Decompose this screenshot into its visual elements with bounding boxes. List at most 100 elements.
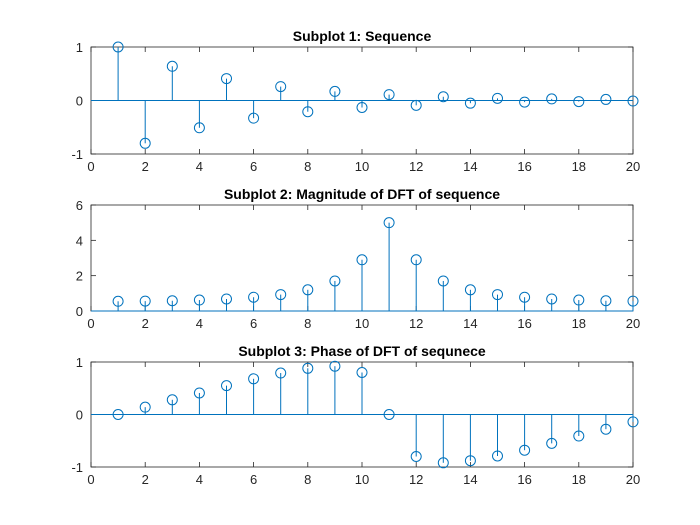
stem-marker [275,81,287,93]
stem-marker [166,60,178,72]
subplot-1: Subplot 1: Sequence 0 2 4 6 8 10 12 14 16 18 20-10… [71,28,640,174]
x-tick-label: 12 [409,472,423,487]
y-tick-label: -1 [71,460,83,475]
stem-marker [519,96,531,108]
y-tick-label: 0 [76,94,83,109]
stem-marker [275,367,287,379]
x-tick-label: 14 [463,472,477,487]
x-tick-label: 0 [87,316,94,331]
stem-marker [329,275,341,287]
stem-marker [573,96,585,108]
x-tick-label: 20 [626,159,640,174]
y-tick-label: 1 [76,355,83,370]
stem-marker [356,367,368,378]
stem-marker [139,137,151,149]
subplot-2: Subplot 2: Magnitude of DFT of sequence … [76,186,640,331]
subplot-3: Subplot 3: Phase of DFT of sequnece 0 2 4 6… [71,343,640,487]
stem-marker [302,362,314,374]
stem-marker [302,284,314,296]
stem-marker [112,295,124,307]
stem-marker [248,291,260,303]
stem-marker [248,373,260,385]
y-tick-label: 2 [76,269,83,284]
stem-marker [221,73,232,85]
stem-marker [519,444,531,456]
stem-marker [329,85,341,97]
stem-marker [573,294,585,306]
stem-marker [356,254,368,266]
x-tick-label: 18 [572,159,586,174]
x-tick-label: 18 [572,472,586,487]
x-tick-label: 20 [626,316,640,331]
stem-marker [492,289,503,301]
x-tick-label: 20 [626,472,640,487]
stem-marker [383,217,395,229]
stem-marker [464,97,476,109]
stem-marker [627,95,639,107]
x-tick-label: 16 [517,316,531,331]
x-tick-label: 0 [87,159,94,174]
stem-marker [627,295,639,307]
stem-marker [437,457,449,469]
stem-marker [627,416,639,428]
stem-marker [600,93,612,105]
stem-marker [492,450,503,462]
x-tick-label: 6 [250,159,257,174]
stem-marker [193,122,205,134]
stem-marker [112,41,124,53]
stem-marker [410,99,422,111]
stem-marker [492,92,503,104]
stem-marker [302,106,314,118]
stem-marker [139,401,151,413]
stem-marker [356,101,368,113]
subplot-2-title: Subplot 2: Magnitude of DFT of sequence [224,186,500,202]
stem-marker [437,275,449,287]
x-tick-label: 8 [304,159,311,174]
stem-marker [112,409,124,420]
stem-marker [546,293,558,305]
x-tick-label: 12 [409,316,423,331]
y-tick-label: 4 [76,233,83,248]
stem-marker [410,254,422,266]
x-tick-label: 4 [196,472,203,487]
stem-marker [139,295,151,307]
y-tick-label: 1 [76,40,83,55]
x-tick-label: 4 [196,316,203,331]
stem-marker [546,93,558,105]
stem-marker [464,284,476,296]
stem-marker [546,437,558,449]
stem-marker [410,451,422,462]
subplot-1-title: Subplot 1: Sequence [293,28,432,44]
stem-marker [193,294,205,306]
x-tick-label: 12 [409,159,423,174]
y-tick-label: 0 [76,408,83,423]
x-tick-label: 16 [517,159,531,174]
x-tick-label: 14 [463,159,477,174]
stem-marker [166,295,178,307]
stem-marker [519,291,531,303]
stem-marker [600,295,612,307]
stem-marker [383,409,395,420]
x-tick-label: 10 [355,472,369,487]
stem-marker [275,289,287,301]
stem-marker [248,112,260,124]
x-tick-label: 2 [142,472,149,487]
x-tick-label: 2 [142,159,149,174]
stem-marker [221,293,232,305]
stem-marker [383,89,395,101]
stem-marker [221,380,232,392]
stem-marker [464,455,476,467]
x-tick-label: 16 [517,472,531,487]
x-tick-label: 0 [87,472,94,487]
x-tick-label: 6 [250,316,257,331]
x-tick-label: 10 [355,316,369,331]
x-tick-label: 4 [196,159,203,174]
x-tick-label: 10 [355,159,369,174]
stem-marker [573,430,585,442]
stem-marker [329,360,341,372]
subplot-3-title: Subplot 3: Phase of DFT of sequnece [238,343,486,359]
y-tick-label: 0 [76,304,83,319]
x-tick-label: 18 [572,316,586,331]
x-tick-label: 8 [304,316,311,331]
